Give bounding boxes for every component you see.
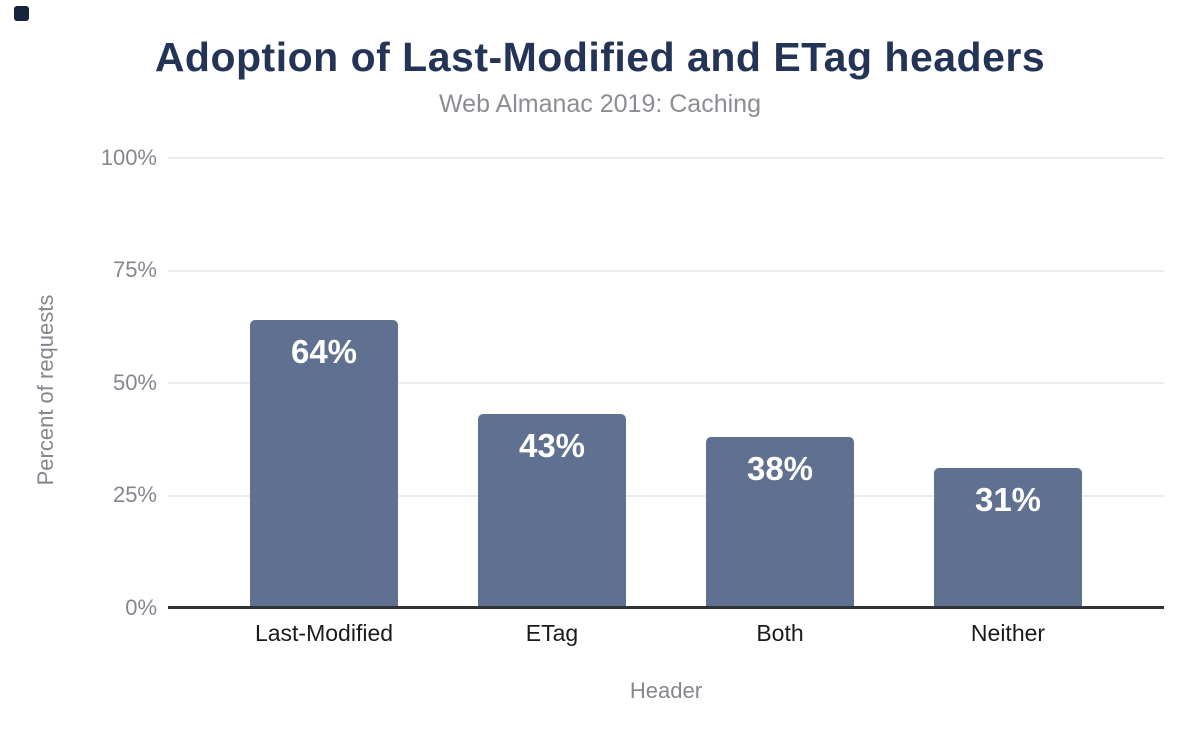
corner-mark [14,6,29,21]
bar-last-modified: 64% [250,320,398,608]
x-axis-line [168,606,1164,609]
y-tick-25: 25% [112,482,157,507]
x-label-neither: Neither [970,620,1046,646]
y-tick-75: 75% [112,257,157,282]
chart-subtitle: Web Almanac 2019: Caching [439,90,761,118]
bar-both: 38% [706,437,854,608]
x-axis-title: Header [629,678,703,703]
bar-value-label: 38% [746,450,814,487]
x-category-labels: Last-Modified ETag Both Neither [168,619,1164,647]
gridline-75 [168,270,1164,272]
gridline-50 [168,382,1164,384]
x-label-last-modified: Last-Modified [254,620,394,646]
y-tick-100: 100% [100,145,157,170]
bar-neither: 31% [934,468,1082,608]
y-tick-50: 50% [112,370,157,395]
y-tick-0: 0% [125,595,157,620]
bar-value-label: 43% [518,427,586,464]
chart-title: Adoption of Last-Modified and ETag heade… [154,34,1046,80]
gridline-100 [168,157,1164,159]
bar-value-label: 64% [290,333,358,370]
bar-value-label: 31% [974,481,1042,518]
bar-etag: 43% [478,414,626,608]
x-label-both: Both [756,620,804,646]
x-label-etag: ETag [525,620,579,646]
plot-area: 64% 43% 38% 31% [168,157,1164,609]
gridline-25 [168,495,1164,497]
